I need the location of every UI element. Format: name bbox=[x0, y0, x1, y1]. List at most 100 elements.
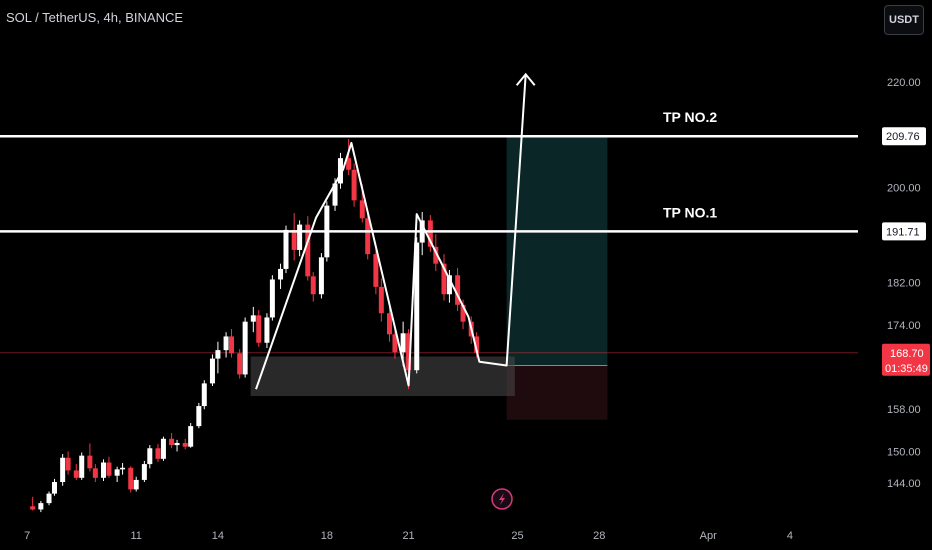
candle-body bbox=[223, 336, 229, 351]
candle-body bbox=[106, 462, 112, 476]
y-tick-label: 200.00 bbox=[887, 183, 921, 195]
level-price-text: 209.76 bbox=[886, 131, 920, 143]
candle-body bbox=[174, 442, 180, 446]
candle-body bbox=[392, 334, 398, 353]
candle-body bbox=[87, 455, 93, 469]
candle-body bbox=[128, 467, 134, 490]
currency-button[interactable]: USDT bbox=[884, 5, 924, 35]
candle-body bbox=[120, 467, 126, 470]
candle-body bbox=[242, 321, 248, 375]
arrow-head bbox=[515, 72, 536, 86]
candle-body bbox=[229, 336, 235, 354]
candle-body bbox=[51, 482, 57, 494]
candle-body bbox=[215, 350, 221, 359]
candle-body bbox=[359, 200, 365, 219]
x-tick-label: 25 bbox=[511, 530, 523, 542]
candle-body bbox=[455, 275, 461, 305]
current-price-text: 168.70 bbox=[890, 348, 924, 360]
candle-body bbox=[351, 169, 357, 201]
candle-body bbox=[79, 455, 85, 478]
x-tick-label: 18 bbox=[321, 530, 333, 542]
pattern-zigzag bbox=[255, 74, 527, 390]
candle-body bbox=[427, 220, 433, 247]
candle-body bbox=[332, 183, 338, 206]
level-price-tag bbox=[882, 127, 926, 146]
candle-body bbox=[278, 268, 284, 280]
candle-body bbox=[196, 406, 202, 427]
x-tick-label: Apr bbox=[700, 530, 717, 542]
candle-body bbox=[373, 254, 379, 287]
candle-body bbox=[346, 158, 352, 170]
candle-body bbox=[441, 263, 447, 295]
arrow-up-icon bbox=[515, 72, 536, 86]
candle-body bbox=[73, 470, 79, 478]
countdown-text: 01:35:49 bbox=[885, 363, 928, 375]
x-tick-label: 4 bbox=[787, 530, 793, 542]
candle-body bbox=[46, 493, 52, 504]
candle-body bbox=[337, 158, 343, 184]
y-tick-label: 220.00 bbox=[887, 77, 921, 89]
tp-level-label: TP NO.1 bbox=[663, 204, 717, 220]
x-tick-label: 14 bbox=[212, 530, 224, 542]
lightning-icon bbox=[491, 488, 513, 510]
y-tick-label: 174.00 bbox=[887, 320, 921, 332]
candle-body bbox=[400, 333, 406, 353]
x-tick-label: 7 bbox=[24, 530, 30, 542]
candle-body bbox=[38, 503, 44, 510]
candle-body bbox=[305, 224, 311, 277]
candle-body bbox=[209, 358, 215, 384]
x-tick-label: 28 bbox=[593, 530, 605, 542]
support-zone bbox=[250, 356, 515, 397]
candle-body bbox=[414, 242, 420, 371]
candle-body bbox=[237, 353, 243, 375]
candle-body bbox=[169, 438, 175, 446]
price-axis bbox=[858, 0, 932, 550]
candle-body bbox=[201, 383, 207, 407]
candle-body bbox=[378, 286, 384, 314]
candle-body bbox=[141, 464, 147, 480]
x-tick-label: 11 bbox=[130, 530, 141, 542]
candle-body bbox=[474, 336, 480, 353]
candle-body bbox=[460, 304, 466, 322]
candle-body bbox=[256, 315, 262, 343]
overlay-layer: TP NO.2 TP NO.1 bbox=[0, 72, 878, 390]
tp-level-label: TP NO.2 bbox=[663, 109, 717, 125]
candle-body bbox=[291, 229, 297, 250]
candle-body bbox=[182, 442, 188, 447]
candle-body bbox=[310, 276, 316, 295]
candle-body bbox=[92, 468, 98, 478]
candles-layer bbox=[30, 139, 480, 513]
candle-body bbox=[264, 317, 270, 343]
candle-body bbox=[365, 218, 371, 255]
candle-body bbox=[101, 462, 107, 478]
y-tick-label: 144.00 bbox=[887, 478, 921, 490]
candle-body bbox=[387, 313, 393, 335]
symbol-title: SOL / TetherUS, 4h, BINANCE bbox=[6, 10, 184, 25]
candle-body bbox=[433, 246, 439, 264]
candle-body bbox=[406, 333, 412, 371]
axis-layer: 220.00 200.00 182.00 174.00 158.00 150.00 144.… bbox=[24, 0, 932, 550]
loss-zone bbox=[506, 365, 608, 420]
candle-body bbox=[155, 448, 161, 459]
profit-zone bbox=[506, 136, 608, 366]
candle-body bbox=[60, 457, 66, 483]
level-price-text: 191.71 bbox=[886, 226, 920, 238]
candle-body bbox=[297, 224, 303, 250]
candle-body bbox=[160, 438, 166, 459]
current-price-tag bbox=[882, 343, 930, 376]
candle-body bbox=[114, 469, 120, 476]
x-tick-label: 21 bbox=[402, 530, 414, 542]
candle-body bbox=[30, 506, 36, 510]
lightning-bolt bbox=[499, 493, 505, 505]
candle-body bbox=[318, 257, 324, 295]
candle-body bbox=[133, 479, 139, 490]
candle-body bbox=[446, 275, 452, 295]
zones-layer bbox=[0, 136, 858, 420]
y-tick-label: 182.00 bbox=[887, 278, 921, 290]
y-tick-label: 158.00 bbox=[887, 404, 921, 416]
level-price-tag bbox=[882, 222, 926, 241]
candle-body bbox=[147, 448, 153, 465]
candle-body bbox=[65, 457, 71, 471]
candle-body bbox=[269, 279, 275, 318]
